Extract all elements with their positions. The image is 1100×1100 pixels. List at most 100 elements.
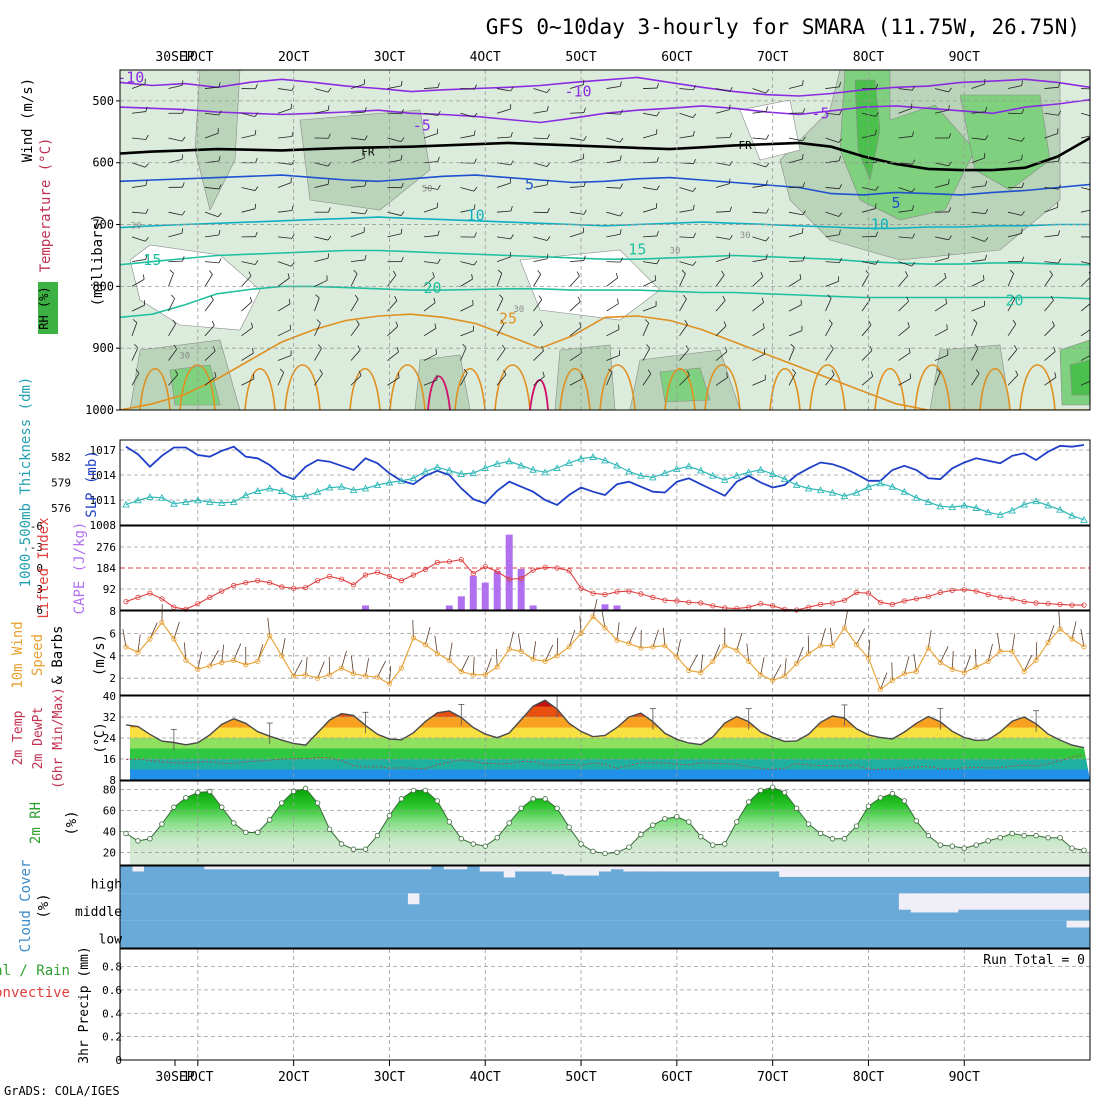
- cloud-bar-low: [994, 920, 1007, 948]
- wind-speed-point: [686, 667, 692, 673]
- cloud-bar-low: [227, 920, 241, 948]
- chart-title: GFS 0~10day 3-hourly for SMARA (11.75W, …: [486, 15, 1080, 39]
- temp-band: [130, 759, 1090, 770]
- cloud-level-label: low: [99, 932, 123, 947]
- wind-barb: [569, 275, 580, 287]
- li-point: [841, 597, 848, 603]
- wind-barb: [423, 379, 438, 386]
- wind-barb-flag: [401, 109, 404, 114]
- precip-tick: 0.2: [102, 1031, 122, 1044]
- wind-barb-flag: [685, 345, 689, 351]
- wind-barb-flag: [537, 270, 542, 275]
- wind-barb: [715, 211, 731, 213]
- wind-barb: [825, 86, 840, 89]
- li-point: [542, 564, 548, 570]
- li-point: [614, 589, 620, 595]
- cloud-bar-high: [299, 869, 313, 894]
- wind-barb: [496, 298, 504, 312]
- wind-barb: [533, 274, 542, 287]
- li-point: [494, 568, 500, 575]
- cloud-bar-high: [287, 869, 301, 894]
- wind-barb: [788, 304, 802, 312]
- wind-barb-10m: [712, 644, 721, 662]
- wind-barb-flag: [540, 320, 544, 326]
- wind-barb-10m: [173, 621, 180, 640]
- wind-barb-flag: [471, 274, 473, 280]
- wind-barb: [934, 257, 949, 263]
- thickness-point: [433, 463, 442, 471]
- li-point: [279, 584, 285, 590]
- precip-tick: 0.4: [102, 1007, 122, 1020]
- thickness-point: [960, 501, 969, 509]
- wind-barb-flag: [1058, 258, 1062, 264]
- rh-point: [1021, 832, 1027, 839]
- li-point: [350, 582, 357, 588]
- wind-barb-flag: [463, 368, 468, 374]
- wind-barb-10m: [209, 649, 219, 667]
- rh-point: [338, 841, 345, 847]
- wind-barb: [679, 273, 686, 287]
- wind-barb-flag: [437, 82, 440, 88]
- cloud-bar-high: [191, 866, 205, 894]
- wind-barb: [533, 110, 548, 114]
- wind-barb-flag: [546, 236, 551, 241]
- li-point: [674, 598, 680, 604]
- cloud-bar-middle: [239, 893, 253, 921]
- cloud-bar-middle: [862, 893, 875, 921]
- cloud-bar-low: [838, 920, 851, 948]
- wind-barb-flag: [145, 237, 149, 242]
- isotherm-label: 10: [871, 216, 889, 234]
- wind-barb-flag: [181, 136, 186, 142]
- wind-speed-point: [326, 672, 333, 678]
- wind-barb-flag: [209, 270, 213, 275]
- wind-barb: [642, 187, 657, 191]
- cloud-bar-high: [239, 869, 253, 894]
- wind-barb: [533, 236, 548, 241]
- wind-barb: [460, 208, 475, 213]
- rh-contour-label: 30: [131, 222, 142, 232]
- wind-barb: [569, 378, 583, 386]
- cloud-bar-middle: [922, 912, 935, 921]
- cloud-bar-low: [407, 920, 420, 948]
- li-tick: 0: [36, 562, 43, 575]
- cloud-bar-high: [227, 869, 241, 894]
- rh-point: [266, 817, 273, 823]
- wind-barb-10m: [939, 646, 949, 663]
- wind-speed-point: [925, 645, 931, 651]
- wind-barb-10m: [760, 657, 765, 675]
- wind-barb: [277, 372, 285, 386]
- wind-barb-flag: [765, 89, 770, 94]
- cloud-bar-low: [503, 920, 516, 948]
- wind-barb-flag: [547, 207, 550, 213]
- li-point: [889, 601, 896, 608]
- wind-barb: [606, 329, 620, 337]
- thickness-point: [1068, 511, 1076, 519]
- wind-barb-flag: [726, 372, 728, 378]
- wind-speed-point: [219, 659, 225, 666]
- thickness-point: [912, 493, 921, 501]
- rh-point: [410, 787, 417, 794]
- wind-barb-flag: [984, 237, 989, 242]
- li-point: [458, 556, 464, 563]
- wind-barb-flag: [392, 270, 397, 276]
- cloud-bar-low: [802, 920, 816, 948]
- side-label-thickness: 1000-500mb Thickness (dm): [18, 377, 34, 588]
- li-point: [386, 573, 393, 580]
- thickness-point: [744, 468, 753, 476]
- li-point: [231, 582, 237, 589]
- li-point: [770, 603, 776, 609]
- wind-barb-flag: [1093, 349, 1094, 354]
- rh-point: [159, 821, 165, 827]
- rh-point: [578, 841, 584, 847]
- wind-barb: [642, 279, 656, 287]
- wind-barb: [606, 233, 621, 238]
- wind-barb: [861, 187, 876, 191]
- wind-barb-flag: [583, 255, 586, 261]
- wind-barb-flag: [400, 228, 403, 234]
- wind-barb: [314, 109, 329, 114]
- li-point: [255, 577, 261, 584]
- wind-barb: [168, 374, 178, 386]
- pressure-tick: 900: [92, 341, 114, 355]
- precip-panel: 0.8 0.6 0.4 0.2 0 Run Total = 0: [102, 948, 1091, 1067]
- li-tick: -6: [30, 520, 43, 533]
